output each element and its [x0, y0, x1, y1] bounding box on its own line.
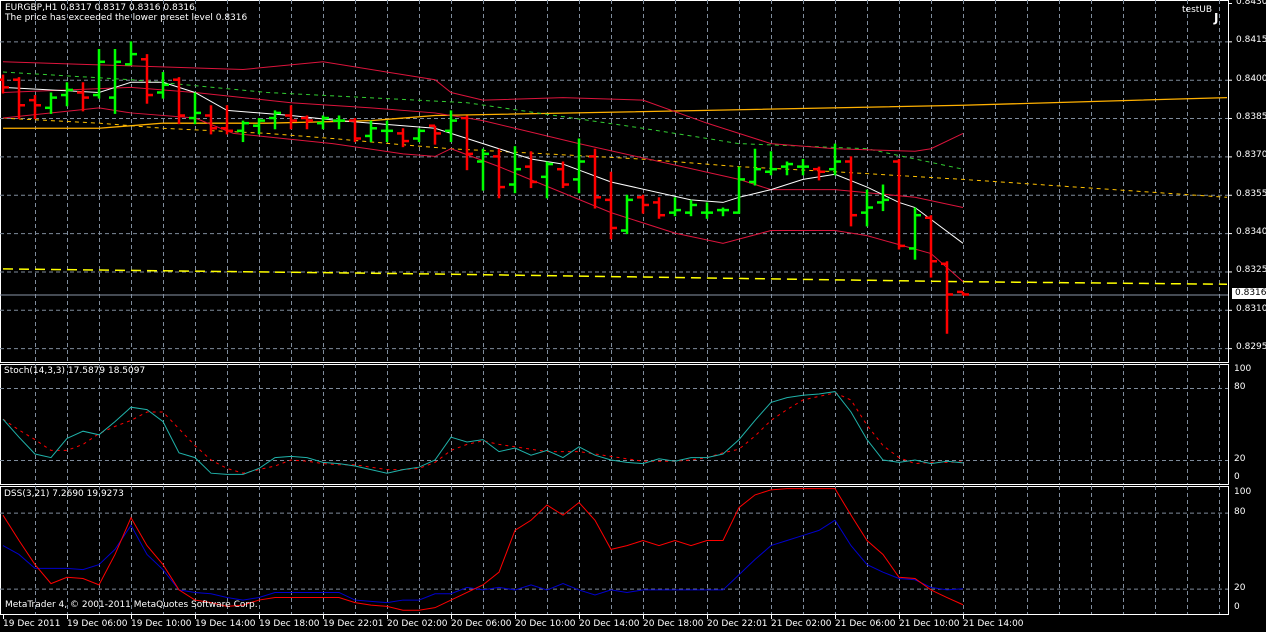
copyright-text: MetaTrader 4, © 2001-2011 MetaQuotes Sof… — [5, 600, 258, 610]
panel-frame-1 — [0, 364, 1229, 485]
time-axis-label: 20 Dec 10:00 — [515, 619, 576, 629]
price-axis-label: 0.8385 — [1236, 112, 1266, 123]
stoch-main-line — [2, 391, 964, 475]
stoch-signal-line — [2, 392, 964, 474]
time-axis-label: 20 Dec 14:00 — [579, 619, 640, 629]
yellow-dashed-line — [2, 117, 1228, 198]
time-axis-label: 19 Dec 10:00 — [131, 619, 192, 629]
stoch-axis-label: 100 — [1234, 364, 1252, 374]
dss-title: DSS(3,21) 7.2690 19.9273 — [4, 489, 124, 499]
time-axis-label: 21 Dec 02:00 — [771, 619, 832, 629]
price-axis-label: 0.8415 — [1236, 35, 1266, 46]
price-axis-label: 0.8340 — [1236, 227, 1266, 238]
time-axis-label: 19 Dec 2011 — [3, 619, 61, 629]
dss-signal-line — [2, 519, 964, 604]
dss-axis-label: 0 — [1234, 602, 1240, 612]
time-axis-label: 20 Dec 02:00 — [387, 619, 448, 629]
time-axis-label: 20 Dec 06:00 — [451, 619, 512, 629]
stoch-title: Stoch(14,3,3) 17.5879 18.5097 — [4, 366, 146, 376]
time-axis-label: 19 Dec 14:00 — [195, 619, 256, 629]
time-axis-label: 19 Dec 22:01 — [323, 619, 384, 629]
time-axis-label: 21 Dec 06:00 — [835, 619, 896, 629]
price-axis-label: 0.8400 — [1236, 73, 1266, 84]
price-axis-label: 0.8325 — [1236, 265, 1266, 276]
orange-trend-line — [3, 96, 1228, 129]
symbol-ohlc-label: EURGBP,H1 0.8317 0.8317 0.8316 0.8316 — [5, 3, 195, 13]
dss-main-line — [2, 488, 964, 611]
time-axis-label: 19 Dec 18:00 — [259, 619, 320, 629]
panel-frame-0 — [0, 0, 1229, 363]
panel-frame-2 — [0, 486, 1229, 615]
time-axis-label: 19 Dec 06:00 — [67, 619, 128, 629]
price-axis-label: 0.8430 — [1236, 0, 1266, 7]
time-axis-label: 20 Dec 22:01 — [707, 619, 768, 629]
dss-axis-label: 20 — [1234, 582, 1246, 593]
smiley-face-icon[interactable]: J — [1214, 11, 1219, 25]
dss-axis-label: 100 — [1234, 487, 1252, 498]
dss-axis-label: 80 — [1234, 506, 1246, 517]
stoch-axis-label: 80 — [1234, 382, 1246, 392]
price-axis-label: 0.8370 — [1236, 150, 1266, 161]
stoch-axis-label: 0 — [1234, 472, 1240, 482]
price-axis-label: 0.8355 — [1236, 188, 1266, 199]
time-axis-label: 21 Dec 10:00 — [899, 619, 960, 629]
time-axis-label: 20 Dec 18:00 — [643, 619, 704, 629]
level-line — [2, 268, 1228, 285]
band-lower — [2, 107, 964, 283]
expert-name: testUB — [1182, 5, 1213, 15]
alert-text: The price has exceeded the lower preset … — [5, 13, 248, 23]
time-axis-label: 21 Dec 14:00 — [963, 619, 1024, 629]
price-axis-label: 0.8295 — [1236, 342, 1266, 353]
stoch-axis-label: 20 — [1234, 454, 1246, 464]
green-dashed-line — [2, 71, 964, 170]
price-axis-label: 0.8310 — [1236, 303, 1266, 314]
bid-price-label: 0.8316 — [1232, 288, 1266, 299]
band-upper — [2, 61, 964, 152]
